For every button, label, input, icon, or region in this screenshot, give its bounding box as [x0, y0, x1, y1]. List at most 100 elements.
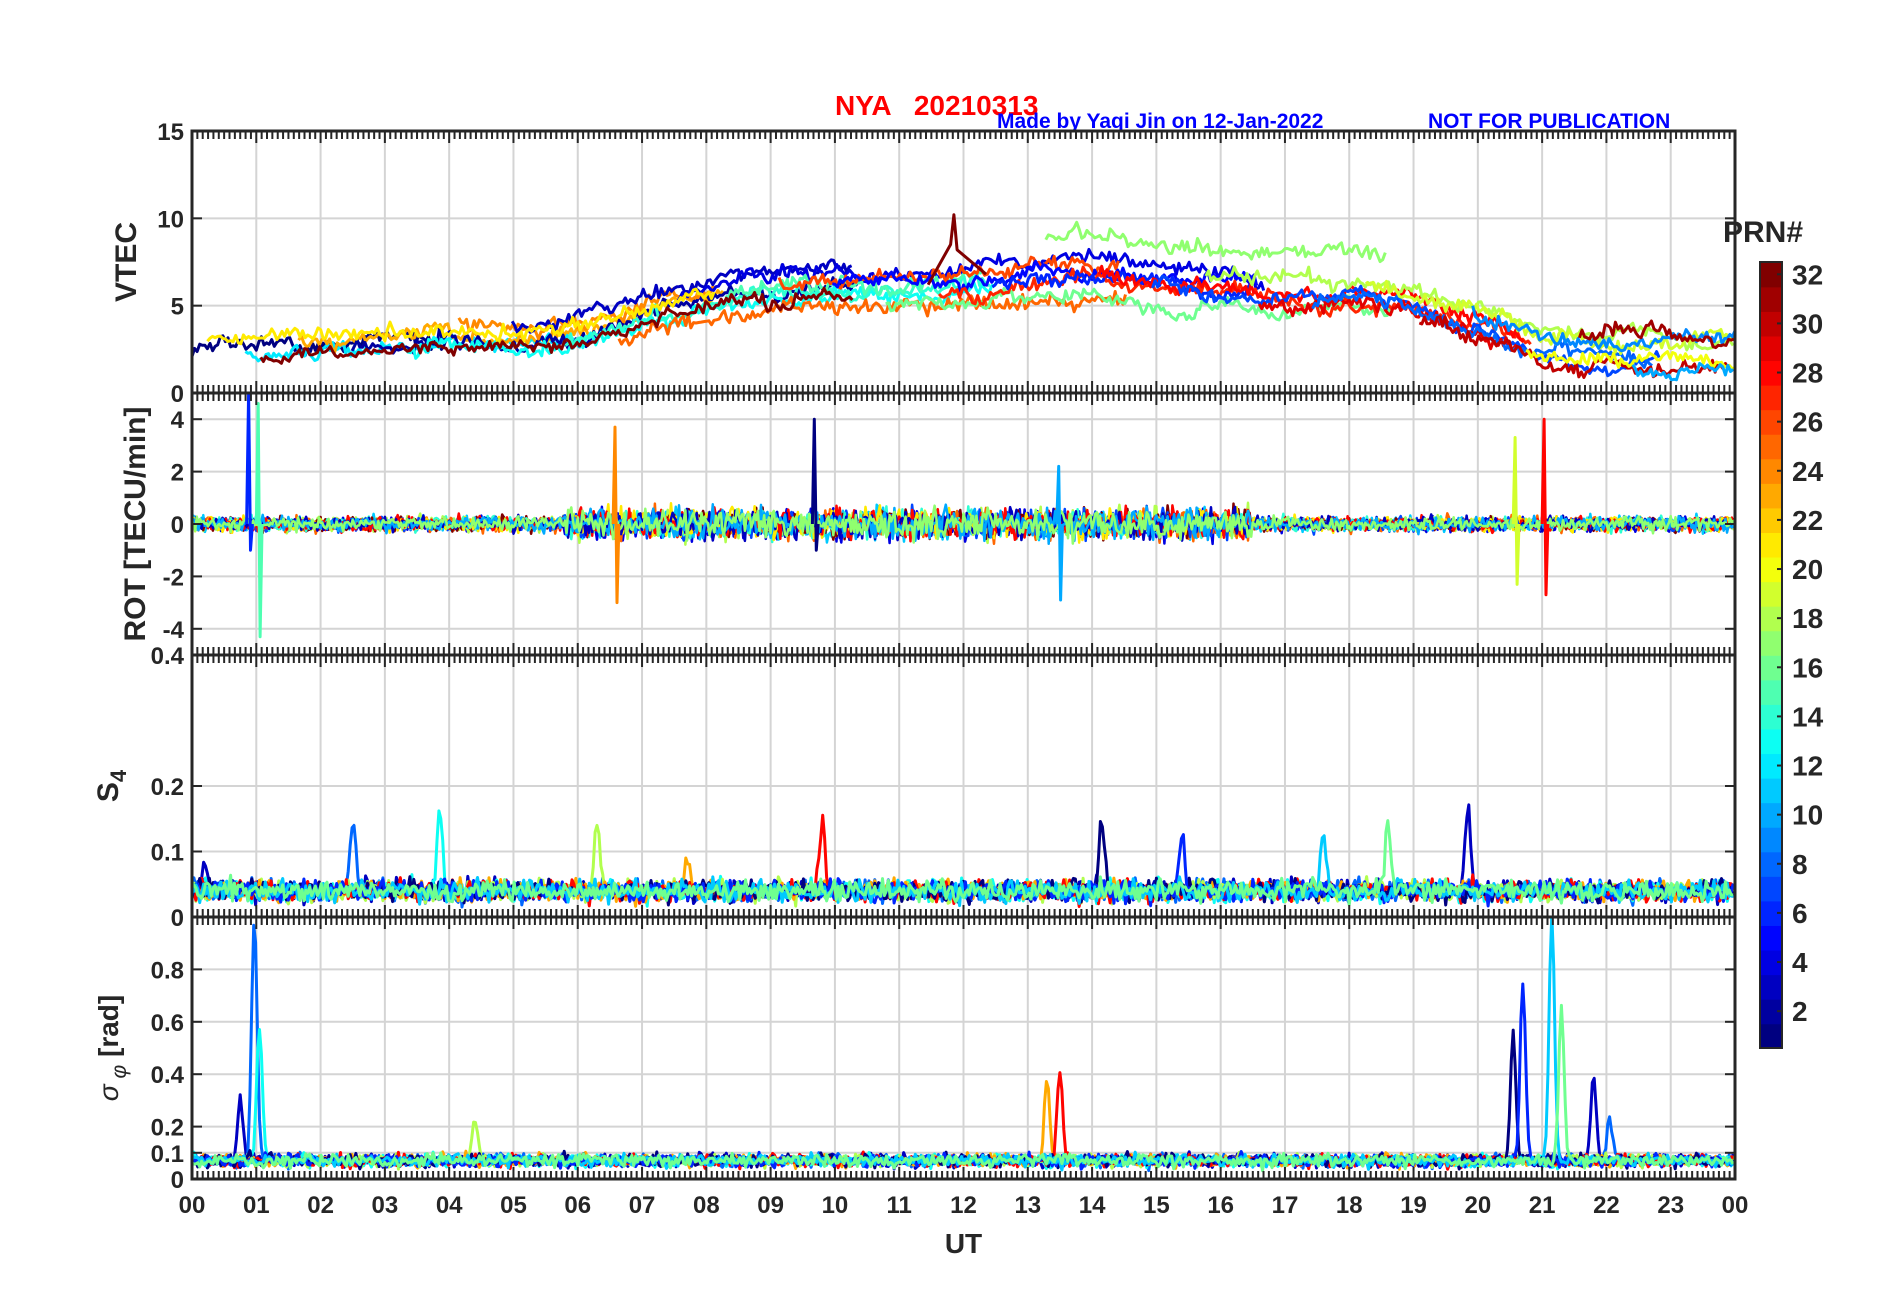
colorbar-segment [1760, 900, 1782, 926]
x-tick-label: 02 [307, 1192, 334, 1219]
colorbar-segment [1760, 1023, 1782, 1049]
y-tick-label: 4 [171, 407, 185, 434]
x-tick-label: 08 [693, 1192, 720, 1219]
colorbar-segment [1760, 384, 1782, 411]
x-axis-label: UT [945, 1228, 982, 1259]
y-axis-label-subscript: φ [108, 1064, 131, 1084]
y-axis-label-symbol: σ [93, 1083, 124, 1101]
colorbar-tick-label: 30 [1792, 308, 1823, 339]
colorbar-segment [1760, 483, 1782, 509]
x-tick-label: 03 [372, 1192, 399, 1219]
colorbar-label: PRN# [1723, 216, 1803, 249]
not-for-publication-note: NOT FOR PUBLICATION [1428, 110, 1671, 133]
y-tick-label: 0.2 [151, 774, 184, 801]
vtec-trace [1364, 279, 1735, 356]
y-tick-label: 0 [171, 381, 184, 408]
colorbar-segment [1760, 802, 1782, 828]
rot-trace [192, 504, 1735, 545]
satellite-traces [192, 803, 1735, 909]
colorbar-frame [1759, 261, 1783, 1049]
colorbar-tick-label: 2 [1792, 996, 1808, 1027]
y-axis-label: σ φ [rad] [93, 995, 131, 1101]
colorbar-segment [1760, 286, 1782, 312]
colorbar-tick-label: 4 [1792, 947, 1808, 978]
colorbar-tick-label: 20 [1792, 554, 1823, 585]
y-tick-label: 0.1 [151, 1141, 184, 1168]
satellite-traces [192, 917, 1735, 1173]
vtec-trace [1631, 361, 1735, 382]
colorbar-tick-label: 16 [1792, 652, 1823, 683]
x-tick-label: 00 [179, 1192, 206, 1219]
colorbar-tick-label: 8 [1792, 849, 1808, 880]
vtec-trace [259, 286, 854, 365]
y-tick-label: 15 [157, 119, 184, 146]
y-axis-label: S4 [92, 769, 131, 802]
colorbar-tick-label: 32 [1792, 259, 1823, 290]
colorbar-segment [1760, 360, 1782, 386]
colorbar-tick-label: 18 [1792, 603, 1823, 634]
y-tick-label: 0 [171, 905, 184, 932]
x-tick-label: 11 [887, 1192, 912, 1219]
vtec-trace [564, 271, 990, 349]
rot-spike [611, 425, 621, 605]
colorbar-tick-label: 14 [1792, 701, 1824, 732]
colorbar-segment [1760, 262, 1782, 288]
colorbar-segment [1760, 974, 1782, 1000]
y-tick-label: 5 [171, 294, 184, 321]
satellite-traces [192, 393, 1735, 639]
vtec-trace [777, 254, 1120, 291]
colorbar-segment [1760, 507, 1782, 533]
x-tick-label: 09 [757, 1192, 784, 1219]
sigma-phi-trace [192, 1003, 1735, 1173]
y-axis-label-unit: [rad] [93, 995, 124, 1065]
colorbar-segment [1760, 704, 1782, 730]
made-by-note: Made by Yaqi Jin on 12-Jan-2022 [997, 110, 1324, 133]
colorbar-segment [1760, 556, 1782, 583]
x-tick-label: 19 [1400, 1192, 1427, 1219]
vtec-trace [671, 247, 1266, 307]
colorbar-segment [1760, 728, 1782, 755]
colorbar-segment [1760, 630, 1782, 656]
x-tick-label: 18 [1336, 1192, 1363, 1219]
y-tick-label: 0.1 [151, 840, 184, 867]
colorbar-segment [1760, 851, 1782, 877]
vtec-trace [991, 269, 1251, 302]
vtec-trace [1577, 319, 1735, 350]
colorbar-segment [1760, 925, 1782, 951]
y-tick-label: 0.6 [151, 1010, 184, 1037]
colorbar-tick-label: 6 [1792, 898, 1808, 929]
figure-title: NYA 20210313 [835, 90, 1039, 121]
colorbar-segment [1760, 753, 1782, 779]
panel-rot: -4 -2 0 2 4 ROT [TECU/min] [119, 391, 1737, 657]
rot-spike [810, 417, 820, 552]
x-tick-label: 05 [500, 1192, 527, 1219]
s4-trace [192, 819, 1734, 907]
vtec-trace [1044, 220, 1387, 264]
colorbar-segment [1760, 605, 1782, 632]
panel-s4: 0 0.1 0.2 0.4 S4 [92, 643, 1737, 932]
y-axis-label-subscript: 4 [106, 769, 131, 782]
vtec-trace [1204, 265, 1735, 352]
x-tick-label: 14 [1079, 1192, 1106, 1219]
y-tick-label: -4 [163, 617, 185, 644]
vtec-peak-trace [926, 213, 987, 286]
colorbar-segment [1760, 777, 1782, 804]
colorbar-segment [1760, 311, 1782, 337]
x-tick-label: 16 [1207, 1192, 1234, 1219]
x-tick-label: 17 [1272, 1192, 1299, 1219]
vtec-trace [617, 290, 1127, 347]
y-tick-label: 0 [171, 512, 184, 539]
x-tick-label: 07 [629, 1192, 656, 1219]
colorbar-segment [1760, 433, 1782, 460]
rot-spike [1511, 436, 1521, 586]
colorbar-segment [1760, 998, 1782, 1025]
colorbar-tick-label: 10 [1792, 800, 1823, 831]
colorbar-segment [1760, 532, 1782, 558]
panel-vtec: 0 5 10 15 VTEC [110, 119, 1737, 408]
rot-spike [245, 393, 254, 552]
y-tick-label: 0.2 [151, 1115, 184, 1142]
y-tick-label: 10 [157, 206, 184, 233]
x-tick-label: 01 [243, 1192, 270, 1219]
